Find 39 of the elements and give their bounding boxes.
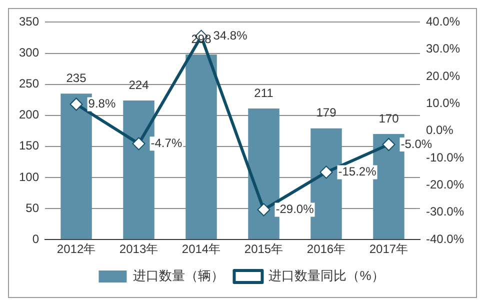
legend-label: 进口数量同比（%） bbox=[268, 268, 384, 284]
y2-tick-label: 20.0% bbox=[426, 68, 460, 83]
data-label: -15.2% bbox=[338, 164, 377, 179]
y2-tick-label: -10.0% bbox=[426, 150, 464, 164]
y-tick-label: 300 bbox=[18, 46, 40, 60]
x-tick-label: 2015年 bbox=[244, 242, 284, 256]
x-tick-label: 2012年 bbox=[56, 242, 96, 256]
data-label: 34.8% bbox=[213, 28, 248, 43]
y2-tick-label: -30.0% bbox=[426, 204, 464, 219]
point bbox=[132, 137, 146, 150]
x-tick-label: 2016年 bbox=[306, 242, 346, 256]
y-tick-label: 100 bbox=[18, 170, 40, 184]
bar bbox=[186, 54, 217, 240]
y2-tick-label: 40.0% bbox=[426, 14, 460, 29]
y-tick-label: 150 bbox=[18, 138, 40, 153]
y2-tick-label: 10.0% bbox=[426, 96, 460, 110]
point bbox=[382, 138, 396, 151]
y2-tick-label: 0.0% bbox=[426, 123, 454, 138]
y-tick-label: 250 bbox=[18, 76, 40, 91]
y2-tick-label: -40.0% bbox=[426, 232, 464, 246]
data-label: -5.0% bbox=[400, 136, 432, 151]
y-tick-label: 0 bbox=[32, 232, 40, 246]
y2-tick-label: 30.0% bbox=[426, 42, 460, 56]
y-tick-label: 350 bbox=[18, 14, 40, 29]
data-label: -29.0% bbox=[276, 202, 314, 216]
data-label: -4.7% bbox=[150, 136, 182, 150]
x-tick-label: 2014年 bbox=[182, 242, 221, 256]
data-label: 9.8% bbox=[88, 96, 116, 111]
y-tick-label: 50 bbox=[26, 200, 40, 215]
data-label: 211 bbox=[254, 86, 274, 100]
y2-tick-label: -20.0% bbox=[426, 178, 464, 192]
point bbox=[320, 166, 333, 179]
legend-label: 进口数量（辆） bbox=[133, 268, 224, 284]
point bbox=[70, 98, 83, 111]
data-label: 235 bbox=[66, 70, 87, 85]
point bbox=[257, 203, 270, 216]
y-tick-label: 200 bbox=[18, 108, 40, 122]
x-tick-label: 2017年 bbox=[369, 242, 408, 256]
x-tick-label: 2013年 bbox=[119, 242, 158, 256]
